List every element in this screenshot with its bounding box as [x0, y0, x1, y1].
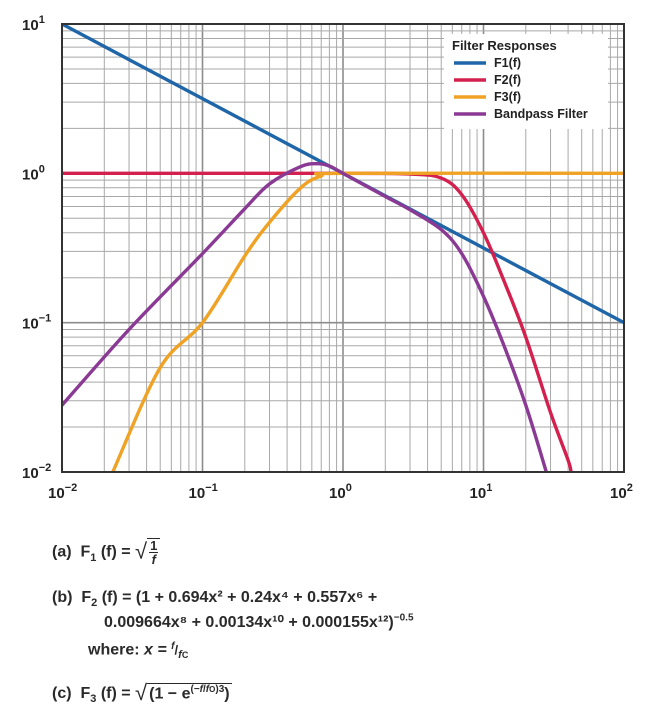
series-group — [62, 24, 624, 472]
legend-label-f2-f: F2(f) — [494, 73, 521, 87]
equation-a-tag: (a) — [52, 543, 72, 561]
legend-label-f3-f: F3(f) — [494, 90, 521, 104]
equation-a-arg: (f) = — [100, 543, 131, 561]
legend: Filter Responses F1(f) F2(f) F3(f) Bandpass… — [444, 34, 608, 129]
y-tick-label: 10−2 — [22, 462, 51, 482]
equation-c-close: ) — [224, 685, 230, 702]
equation-c-exp-den-sub: O — [209, 684, 216, 694]
y-tick-label: 100 — [22, 163, 45, 183]
equation-b-continued: 0.009664x⁸ + 0.00134x¹⁰ + 0.000155x¹²)−0… — [104, 612, 414, 632]
where-den-sub: C — [181, 649, 189, 660]
equation-c-arg: (f) = — [100, 685, 131, 702]
y-tick-exponent: 1 — [39, 14, 45, 26]
legend-label-bandpass-filter: Bandpass Filter — [494, 107, 588, 121]
equation-c-body: (1 − e — [149, 685, 191, 702]
equation-c: (c) F3 (f) = √ (1 − e(−f/fO)3) — [52, 680, 232, 706]
equation-b-arg: (f) = — [101, 589, 132, 606]
y-tick-exponent: −2 — [39, 462, 52, 474]
equation-c-cube: 3 — [218, 683, 225, 695]
series-line-bandpass-filter — [62, 162, 548, 472]
x-tick-label: 102 — [610, 482, 633, 502]
x-tick-label: 10−1 — [189, 482, 218, 502]
where-expr: x = — [144, 641, 167, 659]
legend-label-f1-f: F1(f) — [494, 56, 521, 70]
x-tick-exponent: 1 — [486, 482, 492, 494]
equation-b-lhs: F — [81, 589, 92, 606]
x-tick-label: 10−2 — [48, 482, 77, 502]
equation-c-exp-close: ) — [215, 683, 219, 695]
x-tick-label: 100 — [329, 482, 352, 502]
equation-b: (b) F2 (f) = (1 + 0.694x² + 0.24x⁴ + 0.5… — [52, 589, 377, 609]
equation-b-line1: (1 + 0.694x² + 0.24x⁴ + 0.557x⁶ + — [135, 589, 378, 606]
sqrt-symbol-c: √ (1 − e(−f/fO)3) — [135, 680, 232, 705]
equation-c-exp-den: f — [205, 683, 210, 695]
equation-a-den: f — [151, 552, 156, 567]
x-tick-exponent: −1 — [205, 482, 218, 494]
y-tick-exponent: 0 — [39, 163, 45, 175]
equation-where: where: x = f/fC — [88, 641, 188, 661]
where-fraction: f/fC — [171, 641, 189, 661]
grid — [62, 24, 624, 472]
equation-c-sub: 3 — [90, 693, 97, 706]
where-label: where: — [88, 641, 140, 659]
equation-c-lhs: F — [80, 685, 91, 702]
x-tick-exponent: 0 — [346, 482, 352, 494]
equation-c-tag: (c) — [52, 685, 72, 702]
legend-title: Filter Responses — [452, 38, 557, 53]
where-num: f — [171, 641, 175, 652]
equation-a-lhs: F — [80, 543, 91, 561]
equation-b-sub: 2 — [91, 597, 98, 610]
y-tick-label: 101 — [22, 14, 45, 34]
series-lines — [62, 24, 624, 472]
plot-frame — [61, 23, 625, 473]
x-axis-ticks: 10−2 10−1 100 101 102 — [48, 482, 633, 502]
x-tick-label: 101 — [470, 482, 493, 502]
series-line-f3-f — [111, 171, 624, 472]
equation-c-exp-open: (− — [190, 683, 200, 695]
x-tick-exponent: −2 — [65, 482, 78, 494]
where-den: f — [178, 648, 182, 661]
y-tick-exponent: −1 — [39, 313, 52, 325]
equation-c-exp-num: f — [199, 683, 203, 695]
sqrt-symbol: √ 1 f — [135, 538, 161, 567]
equation-b-tag: (b) — [52, 589, 73, 606]
equation-b-line2: 0.009664x⁸ + 0.00134x¹⁰ + 0.000155x¹²) — [104, 614, 394, 631]
equation-b-exp: −0.5 — [393, 612, 414, 624]
x-tick-exponent: 2 — [627, 482, 633, 494]
equation-a-sub: 1 — [90, 551, 97, 564]
y-tick-label: 10−1 — [22, 313, 51, 333]
equation-a: (a) F1 (f) = √ 1 f — [52, 538, 161, 567]
equation-a-num: 1 — [149, 538, 159, 553]
